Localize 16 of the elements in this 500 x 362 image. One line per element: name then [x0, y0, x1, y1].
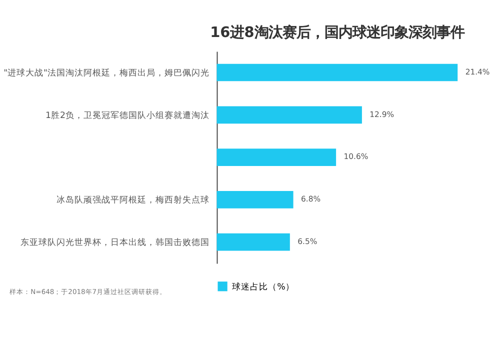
y-tick-label: 冰岛队顽强战平阿根廷，梅西射失点球: [56, 194, 210, 206]
bar: [216, 191, 294, 208]
y-tick-label: 1胜2负，卫冕冠军德国队小组赛就遭淘汰: [46, 110, 210, 121]
data-label: 12.9%: [370, 110, 394, 119]
chart-title: 16进8淘汰赛后，国内球迷印象深刻事件: [210, 24, 464, 41]
y-tick-label: 东亚球队闪光世界杯，日本出线，韩国击败德国: [20, 236, 210, 248]
legend-label: 球迷占比（%）: [232, 281, 294, 292]
bar: [216, 106, 362, 124]
y-tick-label: "进球大战"法国淘汰阿根廷，梅西出局，姆巴佩闪光: [4, 67, 210, 78]
data-label: 10.6%: [344, 152, 368, 162]
data-label: 6.5%: [298, 237, 318, 246]
data-label: 6.8%: [301, 194, 321, 204]
bar: [216, 64, 458, 82]
data-label: 21.4%: [465, 67, 490, 76]
bar: [216, 148, 336, 166]
bar: [216, 233, 290, 251]
